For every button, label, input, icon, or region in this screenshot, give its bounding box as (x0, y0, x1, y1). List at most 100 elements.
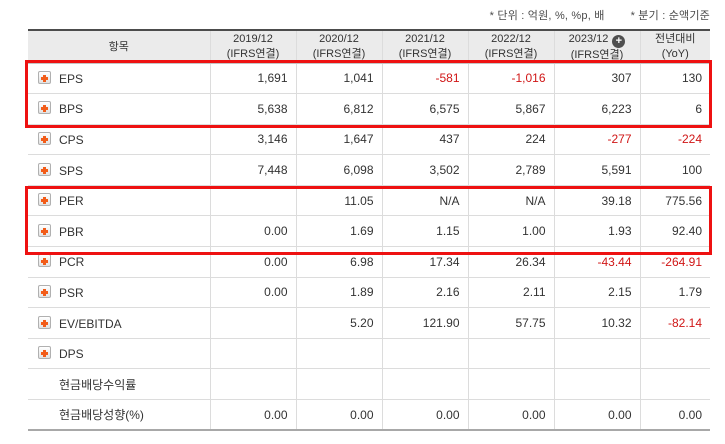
cell-value (209, 368, 296, 401)
cell-value (467, 338, 554, 370)
cell-value: 1,041 (295, 63, 382, 95)
cell-value: 10.32 (553, 307, 640, 339)
cell-value: 5.20 (295, 307, 382, 339)
cell-value: 130 (639, 63, 710, 95)
cell-value (467, 368, 554, 401)
cell-value: -82.14 (639, 307, 710, 339)
cell-value: 0.00 (209, 399, 296, 432)
expand-dps-icon[interactable] (38, 346, 51, 360)
cell-value: 1.79 (639, 277, 710, 309)
cell-value: 5,638 (209, 93, 296, 125)
add-year-icon[interactable]: + (612, 34, 626, 48)
column-header-2020: 2020/12 (IFRS연결) (295, 29, 382, 64)
table-row-eps: EPS 1,691 1,041 -581 -1,016 307 130 (28, 63, 710, 95)
cell-value: 7,448 (209, 154, 296, 186)
cell-value: 1.15 (381, 215, 468, 248)
table-row-psr: PSR 0.00 1.89 2.16 2.11 2.15 1.79 (28, 277, 710, 309)
cell-value: 92.40 (639, 215, 710, 248)
cell-value: -581 (381, 63, 468, 95)
cell-value (381, 338, 468, 370)
cell-value: N/A (467, 185, 554, 217)
row-label: EV/EBITDA (59, 316, 122, 331)
column-header-2022: 2022/12 (IFRS연결) (467, 29, 554, 64)
cell-value: 0.00 (209, 246, 296, 278)
cell-value: 0.00 (381, 399, 468, 432)
table-row-dps: DPS (28, 338, 710, 370)
cell-value: -1,016 (467, 63, 554, 95)
expand-sps-icon[interactable] (38, 162, 51, 176)
cell-value: 1,647 (295, 124, 382, 156)
cell-value: 0.00 (639, 399, 710, 432)
cell-value: 1.69 (295, 215, 382, 248)
header-row: 항목 2019/12 (IFRS연결) 2020/12 (IFRS연결) 202… (28, 29, 710, 64)
unit-note: * 단위 : 억원, %, %p, 배 (489, 10, 605, 22)
cell-value (209, 307, 296, 339)
row-label: 현금배당수익률 (59, 377, 137, 392)
row-label: 현금배당성향(%) (59, 408, 144, 423)
column-header-2019: 2019/12 (IFRS연결) (209, 29, 296, 64)
cell-value: 5,867 (467, 93, 554, 125)
table-row-bps: BPS 5,638 6,812 6,575 5,867 6,223 6 (28, 93, 710, 125)
cell-value: 437 (381, 124, 468, 156)
cell-value: 11.05 (295, 185, 382, 217)
table-row-sps: SPS 7,448 6,098 3,502 2,789 5,591 100 (28, 154, 710, 186)
cell-value: -43.44 (553, 246, 640, 278)
cell-value: 6,575 (381, 93, 468, 125)
expand-psr-icon[interactable] (38, 285, 51, 299)
expand-bps-icon[interactable] (38, 101, 51, 115)
cell-value: 6.98 (295, 246, 382, 278)
cell-value: 775.56 (639, 185, 710, 217)
cell-value: 1.89 (295, 277, 382, 309)
cell-value: 6,098 (295, 154, 382, 186)
cell-value: 2.15 (553, 277, 640, 309)
row-label: BPS (59, 102, 84, 117)
expand-pbr-icon[interactable] (38, 223, 51, 237)
cell-value: 2.16 (381, 277, 468, 309)
cell-value: 6 (639, 93, 710, 125)
cell-value: 26.34 (467, 246, 554, 278)
column-header-2023: 2023/12 + (IFRS연결) (553, 29, 640, 64)
cell-value: 224 (467, 124, 554, 156)
cell-value: 100 (639, 154, 710, 186)
expand-eps-icon[interactable] (38, 70, 51, 84)
cell-value: N/A (381, 185, 468, 217)
cell-value: -277 (553, 124, 640, 156)
cell-value: 3,146 (209, 124, 296, 156)
cell-value (553, 338, 640, 370)
expand-cps-icon[interactable] (38, 132, 51, 146)
column-header-item: 항목 (28, 29, 210, 64)
cell-value: 0.00 (553, 399, 640, 432)
column-header-2021: 2021/12 (IFRS연결) (381, 29, 468, 64)
cell-value: 1.93 (553, 215, 640, 248)
basis-note: * 분기 : 순액기준 (630, 10, 710, 22)
row-label: SPS (59, 163, 84, 178)
cell-value: 6,223 (553, 93, 640, 125)
cell-value: 121.90 (381, 307, 468, 339)
table-row-cash-dividend-yield: 현금배당수익률 (28, 368, 710, 401)
row-label: PBR (59, 224, 84, 239)
cell-value (639, 368, 710, 401)
cell-value: 17.34 (381, 246, 468, 278)
expand-pcr-icon[interactable] (38, 254, 51, 268)
cell-value: 0.00 (467, 399, 554, 432)
table-row-ev-ebitda: EV/EBITDA 5.20 121.90 57.75 10.32 -82.14 (28, 307, 710, 339)
cell-value: -264.91 (639, 246, 710, 278)
cell-value (209, 185, 296, 217)
row-label: PSR (59, 285, 84, 300)
cell-value: -224 (639, 124, 710, 156)
table-row-cps: CPS 3,146 1,647 437 224 -277 -224 (28, 124, 710, 156)
cell-value: 2,789 (467, 154, 554, 186)
expand-per-icon[interactable] (38, 193, 51, 207)
row-label: CPS (59, 132, 84, 147)
expand-ev-ebitda-icon[interactable] (38, 315, 51, 329)
cell-value (553, 368, 640, 401)
cell-value: 307 (553, 63, 640, 95)
cell-value: 3,502 (381, 154, 468, 186)
column-header-yoy: 전년대비 (YoY) (639, 29, 710, 64)
table-row-per: PER 11.05 N/A N/A 39.18 775.56 (28, 185, 710, 217)
cell-value: 5,591 (553, 154, 640, 186)
cell-value: 57.75 (467, 307, 554, 339)
cell-value: 0.00 (209, 215, 296, 248)
table-notes: * 단위 : 억원, %, %p, 배 * 분기 : 순액기준 (490, 7, 710, 23)
